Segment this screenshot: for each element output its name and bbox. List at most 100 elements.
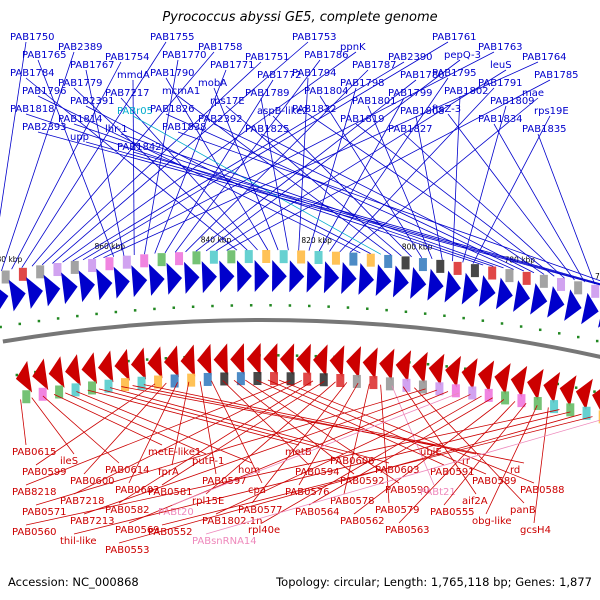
plus-leader-line [216, 69, 507, 251]
minus-gene-arrow [230, 343, 245, 376]
plus-gene-label: PAB1825 [245, 124, 290, 135]
track-tick [164, 357, 168, 360]
plus-leader-line [164, 79, 274, 254]
track-tick [574, 386, 578, 389]
plus-gene-label: PAB1772 [257, 70, 302, 81]
plus-gene-arrow [392, 265, 409, 298]
plus-leader-line [165, 113, 514, 270]
gene-domain-box [319, 373, 328, 387]
plus-gene-label: PAB2389 [58, 42, 103, 53]
plus-gene-arrow [564, 289, 582, 321]
minus-leader-line [161, 380, 325, 486]
minus-gene-arrow [477, 360, 495, 393]
minus-leader-line [35, 388, 426, 506]
minus-gene-label: rpl15E [192, 496, 224, 507]
track-tick [295, 354, 299, 357]
gene-domain-box [418, 258, 427, 272]
plus-gene-label: PAB1809 [490, 96, 535, 107]
plus-gene-arrow [166, 262, 183, 295]
gene-domain-box [369, 376, 378, 390]
minus-gene-label: PAB0552 [148, 527, 193, 538]
plus-gene-label: PAB1835 [522, 124, 567, 135]
minus-gene-arrow [197, 343, 212, 376]
minus-gene-arrow [48, 356, 65, 388]
plus-gene-label: PAB1751 [245, 52, 290, 63]
minus-gene-label: putP-1 [192, 456, 224, 467]
minus-leader-line [118, 380, 314, 504]
map-title: Pyrococcus abyssi GE5, complete genome [162, 10, 438, 25]
track-tick [556, 382, 560, 386]
gene-domain-box [566, 403, 575, 417]
track-tick [314, 354, 318, 358]
gene-domain-box [154, 375, 163, 389]
minus-leader-line [222, 380, 310, 466]
gene-domain-box [435, 382, 444, 396]
plus-gene-label: PAB1801 [352, 96, 397, 107]
track-tick [37, 319, 41, 323]
gene-domain-box [366, 253, 375, 267]
track-tick [145, 358, 149, 361]
gene-domain-box [574, 281, 583, 295]
plus-gene-label: PAB1786 [304, 50, 349, 61]
track-tick [557, 332, 561, 335]
track-tick [277, 354, 280, 357]
track-tick [346, 306, 350, 309]
plus-leader-line [462, 105, 507, 263]
minus-leader-line [161, 416, 593, 526]
gene-domain-box [484, 388, 493, 402]
plus-gene-label: PAB1780 [400, 70, 445, 81]
minus-gene-arrow [559, 375, 577, 407]
plus-gene-label: rps19E [534, 106, 569, 117]
plus-leader-line [154, 69, 227, 254]
plus-leader-line [52, 41, 309, 264]
plus-gene-label: PAB1789 [245, 88, 290, 99]
plus-gene-label: PAB1819 [340, 114, 385, 125]
minus-gene-arrow [346, 346, 362, 379]
gene-domain-box [453, 261, 462, 275]
kbp-label: 880 kbp [0, 255, 23, 264]
plus-gene-label: PAB1787 [352, 60, 397, 71]
plus-gene-label: PAB1767 [70, 60, 115, 71]
minus-gene-arrow [461, 358, 478, 390]
plus-leader-line [177, 95, 392, 256]
gene-domain-box [591, 284, 600, 298]
plus-leader-line [307, 113, 545, 275]
minus-leader-line [215, 394, 471, 515]
gene-domain-box [522, 271, 531, 285]
plus-leader-line [144, 59, 179, 255]
minus-gene-label: PAB0597 [202, 476, 247, 487]
gene-domain-box [279, 250, 288, 264]
plus-gene-label: PAB1761 [432, 32, 477, 43]
minus-gene-label: PAB0581 [148, 487, 193, 498]
plus-gene-label: PAB1753 [292, 32, 337, 43]
minus-gene-arrow [279, 343, 295, 376]
minus-gene-label: obg-like [472, 516, 512, 527]
plus-gene-label: PAB1791 [478, 78, 523, 89]
minus-leader-line [73, 380, 302, 495]
gene-domain-box [501, 391, 510, 405]
minus-gene-label: PAB0606 [330, 456, 375, 467]
plus-leader-line [31, 51, 215, 267]
minus-gene-label: PAB0555 [430, 507, 475, 518]
plus-leader-line [25, 113, 484, 266]
minus-gene-label: PAB0588 [520, 485, 565, 496]
plus-gene-label: PAB2392 [198, 114, 243, 125]
plus-leader-line [37, 95, 361, 254]
minus-leader-line [128, 382, 178, 484]
minus-gene-arrow [213, 343, 228, 376]
plus-gene-label: rps17E [210, 96, 245, 107]
gene-domain-box [297, 250, 306, 264]
minus-leader-line [65, 392, 207, 455]
minus-gene-arrow [494, 363, 511, 395]
gene-domain-box [314, 250, 323, 264]
minus-gene-arrow [543, 371, 561, 404]
gene-domain-box [349, 252, 358, 266]
genome-backbone [2, 318, 600, 359]
minus-gene-label: PAB0603 [375, 465, 420, 476]
plus-gene-label: PAB1798 [340, 78, 385, 89]
minus-gene-arrow [445, 355, 461, 388]
plus-gene-label: PAB1794 [292, 68, 337, 79]
minus-gene-label: PABsnRNA14 [192, 536, 257, 547]
plus-gene-label: PAB1765 [22, 50, 67, 61]
